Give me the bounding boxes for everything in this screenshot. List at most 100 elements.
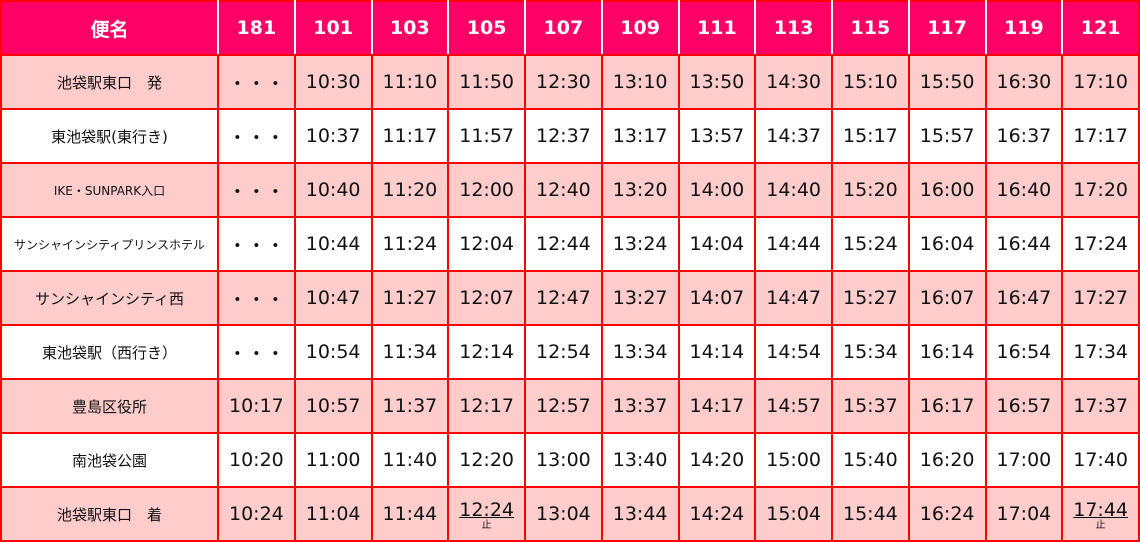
time-cell: 14:14 [677, 324, 757, 380]
time-cell: 16:04 [907, 216, 987, 272]
time-value: 12:24 [459, 499, 514, 521]
time-cell: 12:44 [524, 216, 603, 272]
stop-name: 東池袋駅(東行き) [0, 108, 219, 164]
time-cell: 10:47 [293, 270, 373, 326]
time-cell: 16:44 [984, 216, 1064, 272]
time-cell: 15:40 [831, 432, 910, 488]
time-cell: 11:57 [447, 108, 526, 164]
time-cell: 17:34 [1061, 324, 1140, 380]
time-cell: 17:04 [984, 486, 1064, 542]
time-cell: 16:37 [984, 108, 1064, 164]
time-cell: 13:57 [677, 108, 757, 164]
terminate-note: 止 [1095, 520, 1106, 531]
time-cell: 16:30 [984, 54, 1064, 110]
time-cell: 12:30 [524, 54, 603, 110]
time-cell: 17:27 [1061, 270, 1140, 326]
time-cell: 17:10 [1061, 54, 1140, 110]
time-cell: 17:37 [1061, 378, 1140, 434]
time-cell: 10:54 [293, 324, 373, 380]
header-service-105: 105 [447, 0, 526, 56]
time-value: 17:44 [1073, 499, 1128, 521]
time-cell: 16:14 [907, 324, 987, 380]
time-cell: 11:37 [370, 378, 450, 434]
time-cell: 14:17 [677, 378, 757, 434]
header-service-115: 115 [831, 0, 910, 56]
time-cell: ・・・ [217, 270, 296, 326]
time-cell: 12:14 [447, 324, 526, 380]
table-row: 豊島区役所 10:17 10:57 11:37 12:17 12:57 13:37 14:17… [0, 378, 1140, 434]
time-cell: 10:20 [217, 432, 296, 488]
time-cell: 15:50 [907, 54, 987, 110]
time-cell: 11:17 [370, 108, 450, 164]
time-cell: ・・・ [217, 108, 296, 164]
time-cell: 14:07 [677, 270, 757, 326]
time-cell: 12:07 [447, 270, 526, 326]
time-cell: 13:37 [600, 378, 680, 434]
time-cell: 12:20 [447, 432, 526, 488]
table-row: 池袋駅東口 着 10:24 11:04 11:44 12:24 止 13:04 13:44 14… [0, 486, 1140, 542]
time-cell: ・・・ [217, 162, 296, 218]
time-cell: 10:17 [217, 378, 296, 434]
time-cell: 15:27 [831, 270, 910, 326]
header-service-101: 101 [293, 0, 373, 56]
time-cell: 16:17 [907, 378, 987, 434]
time-cell: ・・・ [217, 216, 296, 272]
time-cell: 11:44 [370, 486, 450, 542]
header-service-111: 111 [677, 0, 757, 56]
time-cell: 14:00 [677, 162, 757, 218]
time-cell: 14:24 [677, 486, 757, 542]
time-cell: 12:40 [524, 162, 603, 218]
header-service-117: 117 [907, 0, 987, 56]
time-cell: 15:20 [831, 162, 910, 218]
time-cell: 13:34 [600, 324, 680, 380]
time-cell: ・・・ [217, 54, 296, 110]
time-cell: 15:37 [831, 378, 910, 434]
time-cell: 15:04 [754, 486, 833, 542]
time-cell: 10:57 [293, 378, 373, 434]
header-service-103: 103 [370, 0, 450, 56]
time-cell: 15:24 [831, 216, 910, 272]
header-row: 便名 181 101 103 105 107 109 111 113 115 117 119 121 [0, 0, 1140, 56]
time-cell: 14:20 [677, 432, 757, 488]
time-cell: 14:30 [754, 54, 833, 110]
time-cell: 14:44 [754, 216, 833, 272]
header-service-name: 便名 [0, 0, 219, 56]
time-cell: 11:20 [370, 162, 450, 218]
table-row: 南池袋公園 10:20 11:00 11:40 12:20 13:00 13:40 14:20… [0, 432, 1140, 488]
time-cell: 11:00 [293, 432, 373, 488]
time-cell: 17:24 [1061, 216, 1140, 272]
time-cell: 10:44 [293, 216, 373, 272]
table-row: 東池袋駅（西行き） ・・・ 10:54 11:34 12:14 12:54 13:34 14:… [0, 324, 1140, 380]
time-cell: 10:37 [293, 108, 373, 164]
time-cell: 16:57 [984, 378, 1064, 434]
time-cell: 16:20 [907, 432, 987, 488]
time-cell: 17:20 [1061, 162, 1140, 218]
time-cell: 14:57 [754, 378, 833, 434]
time-cell: 13:10 [600, 54, 680, 110]
stop-name: サンシャインシティ西 [0, 270, 219, 326]
time-cell: 10:24 [217, 486, 296, 542]
header-service-107: 107 [524, 0, 603, 56]
time-cell: 12:37 [524, 108, 603, 164]
time-cell: 12:47 [524, 270, 603, 326]
header-service-181: 181 [217, 0, 296, 56]
time-cell: 15:00 [754, 432, 833, 488]
time-cell: 17:44 止 [1061, 486, 1140, 542]
time-cell: 12:00 [447, 162, 526, 218]
time-cell: 12:04 [447, 216, 526, 272]
time-cell: 17:40 [1061, 432, 1140, 488]
time-cell: 13:27 [600, 270, 680, 326]
time-cell: 12:17 [447, 378, 526, 434]
header-service-119: 119 [984, 0, 1064, 56]
time-cell: 13:17 [600, 108, 680, 164]
stop-name: 南池袋公園 [0, 432, 219, 488]
time-cell: 11:24 [370, 216, 450, 272]
table-row: 東池袋駅(東行き) ・・・ 10:37 11:17 11:57 12:37 13:17 13:… [0, 108, 1140, 164]
time-cell: 13:50 [677, 54, 757, 110]
time-cell: 15:17 [831, 108, 910, 164]
time-cell: 15:57 [907, 108, 987, 164]
time-cell: 13:40 [600, 432, 680, 488]
time-cell: 15:44 [831, 486, 910, 542]
time-cell: 14:40 [754, 162, 833, 218]
